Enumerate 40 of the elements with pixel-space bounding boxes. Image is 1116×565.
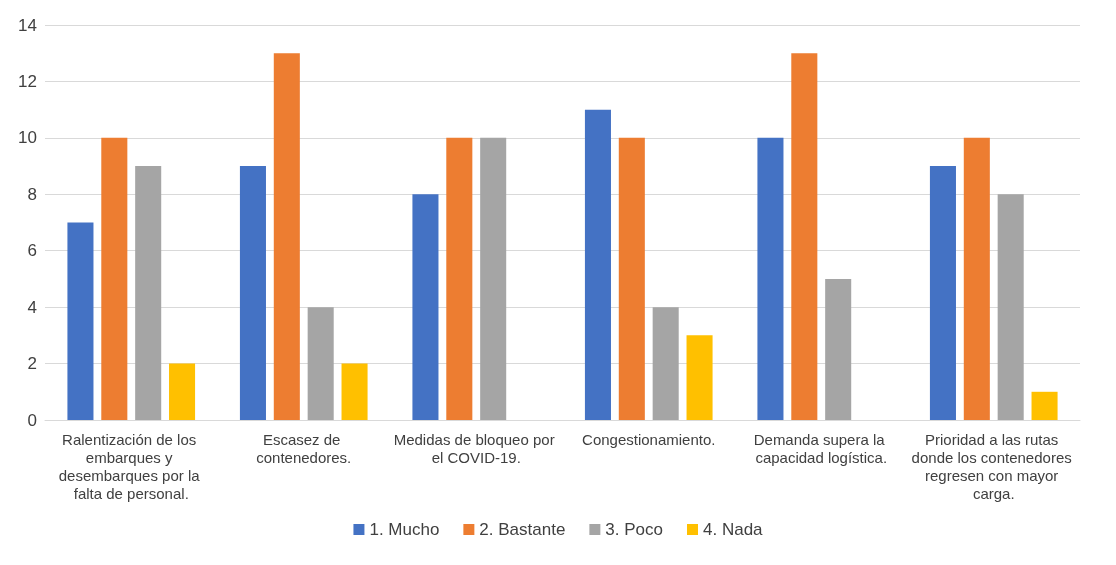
bar xyxy=(929,166,956,420)
y-tick-label: 2 xyxy=(27,354,37,374)
bar xyxy=(412,194,439,420)
bar xyxy=(135,166,162,420)
bar xyxy=(757,137,784,420)
y-tick-label: 12 xyxy=(18,71,37,91)
x-tick-label: Ralentización de los embarques y desembarques por la falta de personal. xyxy=(58,430,204,502)
y-tick-label: 6 xyxy=(27,241,37,261)
bar xyxy=(67,222,94,420)
bar xyxy=(101,137,128,420)
y-tick-label: 10 xyxy=(18,128,37,148)
y-tick-label: 8 xyxy=(27,184,37,204)
legend-label: 2. Bastante xyxy=(479,520,566,539)
bar xyxy=(1031,391,1058,420)
bar xyxy=(652,307,679,420)
legend-label: 4. Nada xyxy=(703,520,764,539)
bar xyxy=(686,335,713,420)
bar xyxy=(307,307,334,420)
bar xyxy=(963,137,990,420)
legend-label: 3. Poco xyxy=(605,520,664,539)
bar xyxy=(480,137,507,420)
x-tick-label: Medidas de bloqueo por el COVID-19. xyxy=(393,430,559,466)
y-tick-label: 4 xyxy=(27,297,37,317)
x-tick-label: Escasez de contenedores. xyxy=(256,430,352,466)
legend-label: 1. Mucho xyxy=(369,520,440,539)
bar xyxy=(584,109,611,420)
bar xyxy=(341,363,368,420)
bar xyxy=(446,137,473,420)
bar xyxy=(825,278,852,420)
y-tick-label: 14 xyxy=(18,15,37,35)
bar xyxy=(169,363,196,420)
x-tick-label: Demanda supera la capacidad logística. xyxy=(753,430,889,466)
x-tick-label: Congestionamiento. xyxy=(582,430,716,448)
bar xyxy=(791,53,818,420)
bar xyxy=(997,194,1024,420)
x-tick-label: Prioridad a las rutas donde los contenedores regresen con mayor carga. xyxy=(911,430,1076,502)
bar xyxy=(618,137,645,420)
y-tick-label: 0 xyxy=(27,410,37,430)
bar xyxy=(239,166,266,420)
bar xyxy=(273,53,300,420)
